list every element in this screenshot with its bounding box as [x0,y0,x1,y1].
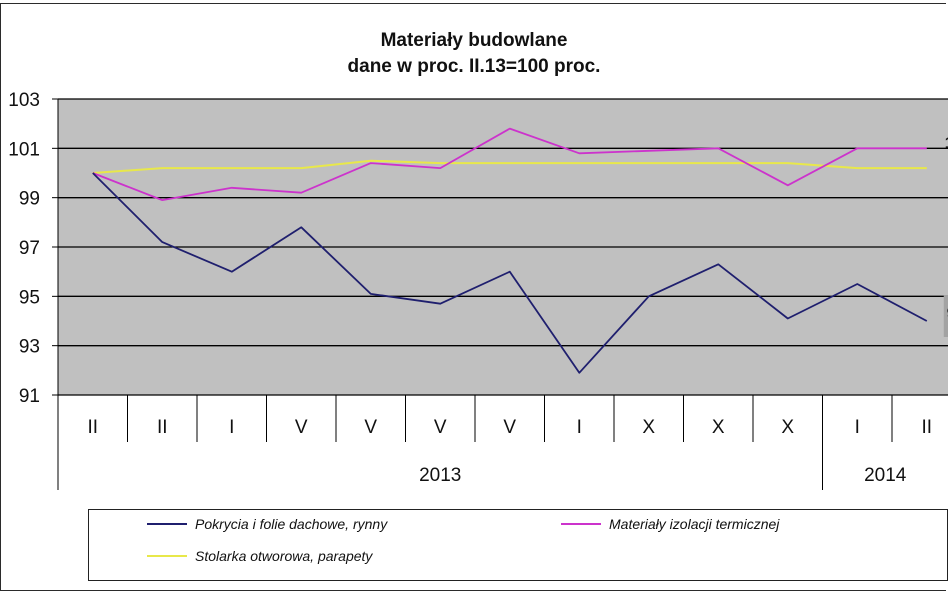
legend-swatch-stolarka [147,555,187,557]
series-line-izolacje [92,127,927,202]
legend: Pokrycia i folie dachowe, rynny Materiał… [88,509,948,581]
legend-label-izolacje: Materiały izolacji termicznej [609,516,780,532]
legend-item-pokrycia: Pokrycia i folie dachowe, rynny [147,516,387,532]
chart-title: Materiały budowlane [380,30,568,51]
x-tick-label-9: X [712,417,725,438]
y-tick-label-93: 93 [19,337,40,358]
y-tick-label-97: 97 [19,238,40,259]
chart-frame [0,3,946,591]
x-tick-label-3: V [295,417,308,438]
series-line-pokrycia [92,172,928,374]
end-label-box-pokrycia [943,295,948,337]
x-tick-label-7: I [577,417,582,438]
x-tick-label-4: V [364,417,377,438]
legend-label-stolarka: Stolarka otworowa, parapety [195,548,373,564]
y-tick-label-101: 101 [8,139,40,160]
y-tick-label-99: 99 [19,189,40,210]
y-tick-label-95: 95 [19,287,40,308]
x-tick-label-5: V [434,417,447,438]
series-line-stolarka [92,159,927,174]
x-tick-label-11: I [855,417,860,438]
x-tick-label-8: X [642,417,655,438]
y-tick-label-103: 103 [8,90,40,111]
end-label-pokrycia: 93, [947,305,948,322]
legend-label-pokrycia: Pokrycia i folie dachowe, rynny [195,516,388,532]
x-tick-label-1: II [157,417,168,438]
y-tick-label-91: 91 [19,386,40,407]
legend-item-stolarka: Stolarka otworowa, parapety [147,548,372,564]
x-tick-label-0: II [87,417,98,438]
year-label-2014: 2014 [864,465,907,486]
year-label-2013: 2013 [419,465,461,486]
x-tick-label-10: X [781,417,794,438]
x-tick-label-2: I [229,417,234,438]
chart-title-block: Materiały budowlane dane w proc. II.13=1… [0,28,948,80]
legend-swatch-izolacje [561,523,601,525]
x-tick-label-12: II [921,417,932,438]
end-label-izolacje: 100, [945,135,948,152]
x-tick-label-6: V [503,417,516,438]
legend-item-izolacje: Materiały izolacji termicznej [561,516,779,532]
chart-subtitle: dane w proc. II.13=100 proc. [347,56,601,77]
legend-swatch-pokrycia [147,523,187,525]
